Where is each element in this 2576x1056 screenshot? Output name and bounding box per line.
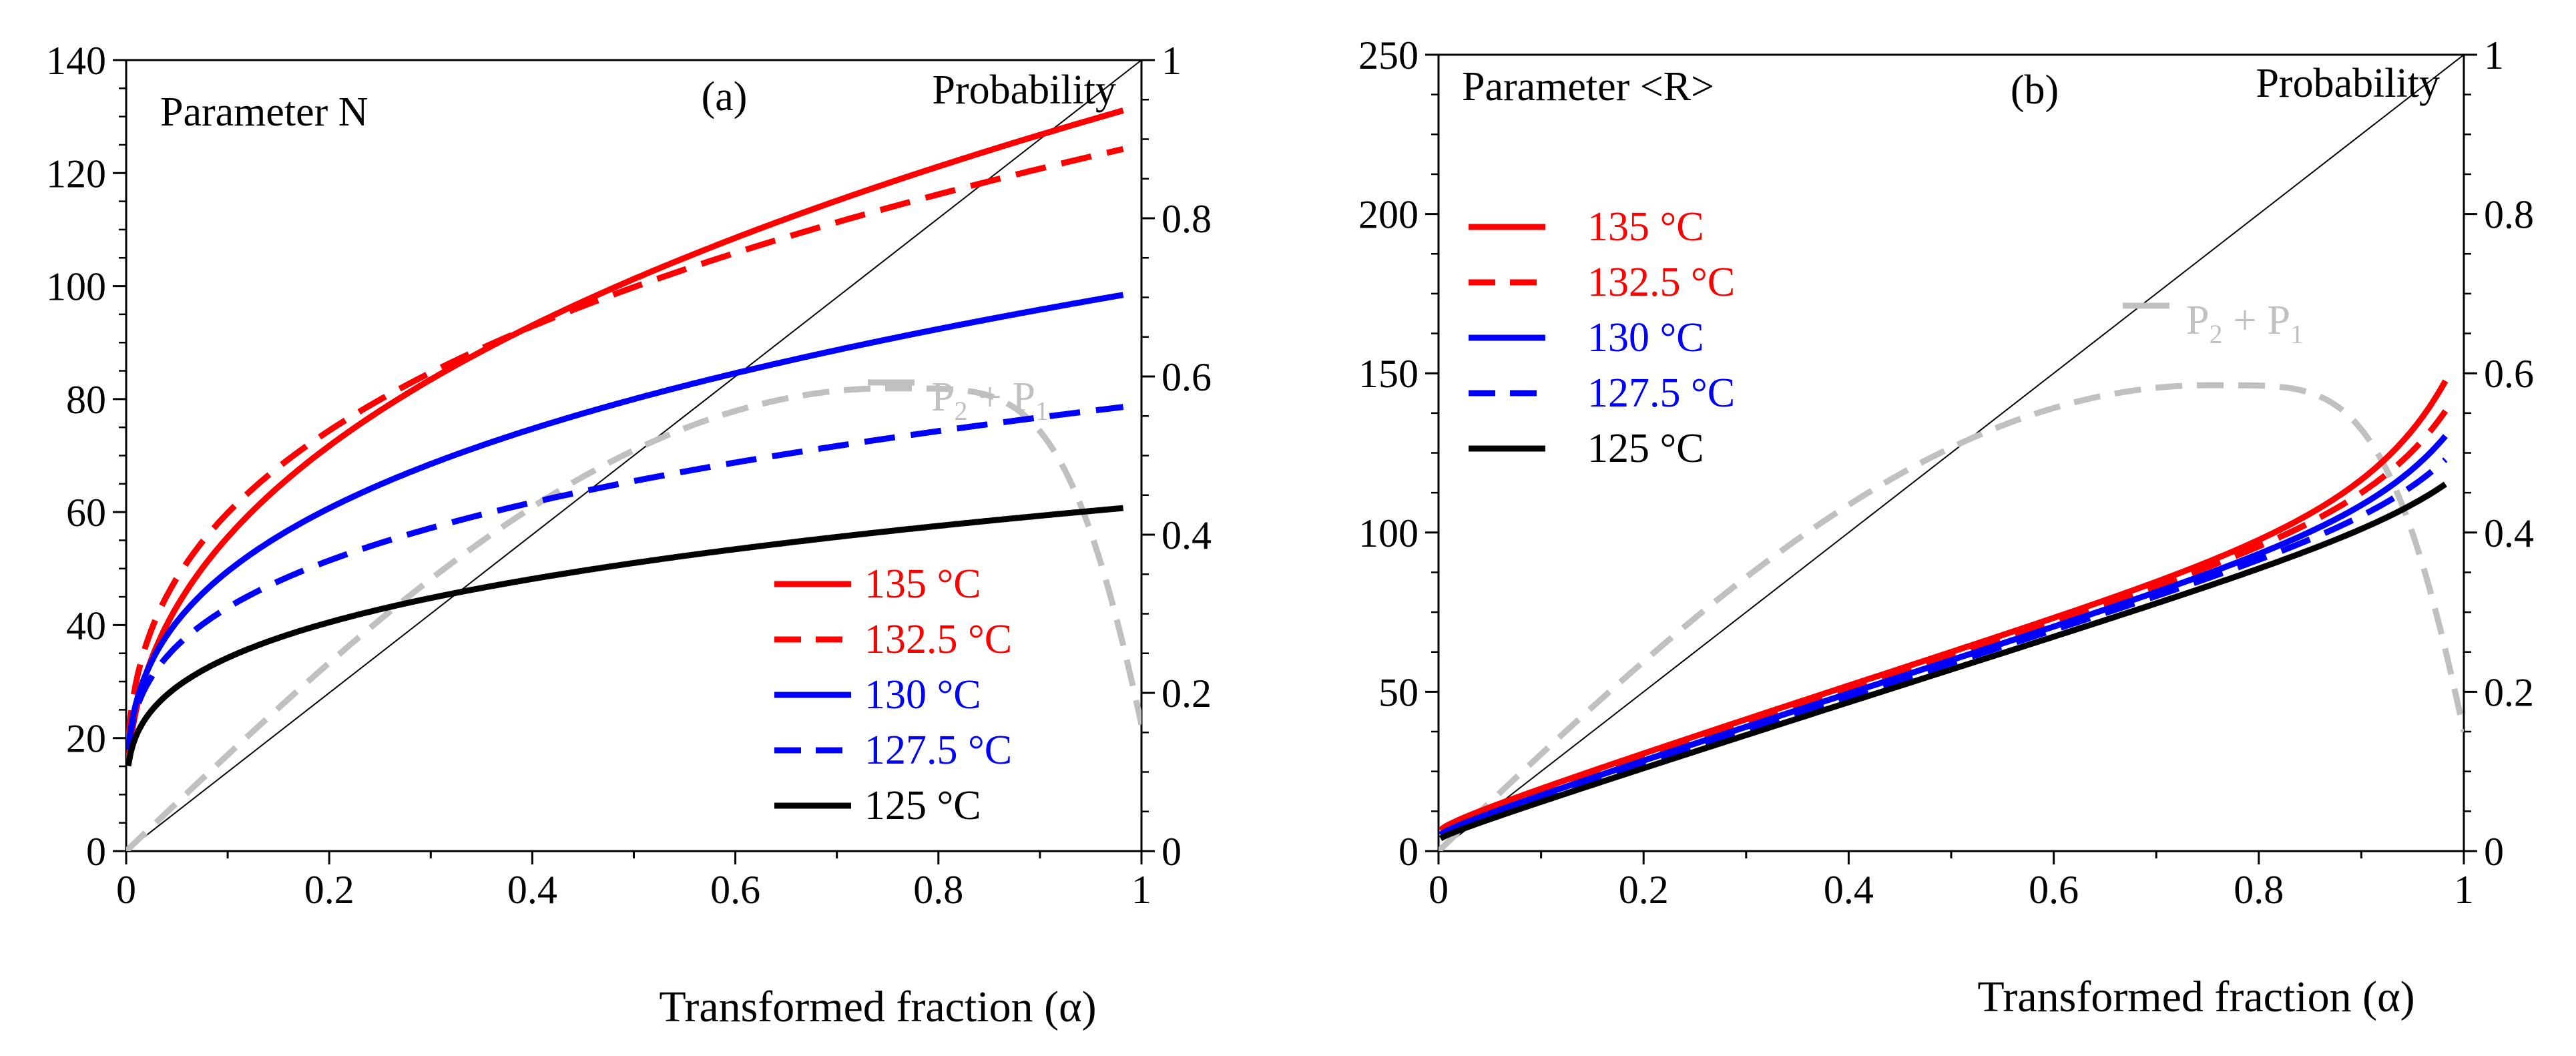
series-line-3 [1439, 457, 2448, 838]
x-tick-label: 1 [2454, 868, 2474, 912]
x-tick-label: 0.2 [304, 868, 354, 912]
prob-base-2: P [1012, 374, 1035, 420]
reference-diagonal-line [1438, 54, 2465, 852]
y-left-tick-label: 40 [66, 603, 106, 647]
x-tick-label: 0.8 [2234, 868, 2284, 912]
x-tick-label: 0 [1429, 868, 1449, 912]
x-tick-label: 0.6 [2029, 868, 2079, 912]
y-left-tick-label: 0 [1398, 830, 1419, 874]
prob-base-1: P [931, 374, 954, 420]
prob-plus: + [2233, 298, 2256, 343]
prob-sub-2: 1 [2290, 319, 2304, 349]
y-right-tick-label: 0.6 [1162, 355, 1212, 399]
legend-label-2: 130 °C [864, 672, 981, 718]
prob-base-1: P [2186, 298, 2209, 343]
y-right-tick-label: 0 [1162, 830, 1182, 874]
y-left-tick-label: 120 [46, 152, 106, 196]
x-axis-title: Transformed fraction (α) [1977, 973, 2414, 1021]
y-left-tick-label: 60 [66, 491, 106, 535]
y-right-tick-label: 0.2 [1162, 672, 1212, 716]
y-left-tick-label: 20 [66, 717, 106, 761]
x-tick-label: 0.2 [1619, 868, 1669, 912]
series-line-1 [1439, 409, 2449, 833]
y-left-tick-label: 80 [66, 378, 106, 422]
y-left-tick-label: 250 [1358, 33, 1419, 77]
y-left-tick-label: 0 [86, 830, 106, 874]
y-right-tick-label: 0.8 [2484, 193, 2534, 237]
legend-label-4: 125 °C [864, 783, 981, 828]
x-tick-label: 0.4 [1824, 868, 1874, 912]
legend-label-0: 135 °C [1587, 204, 1704, 250]
legend-label-4: 125 °C [1587, 426, 1704, 471]
probability-legend-label: P2 + P1 [2186, 298, 2304, 349]
prob-base-2: P [2267, 298, 2290, 343]
y-right-tick-label: 0.6 [2484, 352, 2534, 396]
panel-b: 0 0.2 0.4 0.6 0.8 105010015020025000.20.40.60… [1358, 33, 2534, 1021]
y-right-tick-label: 0 [2484, 830, 2504, 874]
legend-label-3: 127.5 °C [1587, 370, 1735, 416]
legend-label-1: 132.5 °C [1587, 260, 1735, 305]
right-axis-label: Probability [932, 67, 1116, 113]
y-left-tick-label: 140 [46, 39, 106, 83]
parameter-label: Parameter <R> [1462, 64, 1714, 109]
y-right-tick-label: 1 [1162, 39, 1182, 83]
series-line-1 [126, 146, 1124, 742]
y-left-tick-label: 100 [1358, 511, 1419, 555]
x-tick-label: 0 [116, 868, 136, 912]
y-left-tick-label: 100 [46, 265, 106, 309]
legend-label-0: 135 °C [864, 561, 981, 607]
probability-curve [1439, 382, 2464, 851]
series-line-2 [126, 292, 1124, 750]
x-tick-label: 0.6 [710, 868, 760, 912]
y-right-tick-label: 0.8 [1162, 197, 1212, 241]
panel-tag: (a) [702, 74, 748, 119]
legend-label-3: 127.5 °C [864, 728, 1012, 773]
legend-label-1: 132.5 °C [864, 617, 1012, 662]
panel-tag: (b) [2011, 67, 2059, 113]
prob-sub-2: 1 [1035, 396, 1049, 426]
y-right-tick-label: 0.2 [2484, 670, 2534, 714]
x-tick-label: 0.4 [507, 868, 557, 912]
x-tick-label: 0.8 [913, 868, 963, 912]
prob-plus: + [978, 374, 1001, 420]
y-left-tick-label: 50 [1378, 670, 1419, 714]
series-line-3 [126, 404, 1124, 749]
series-line-4 [1439, 481, 2447, 842]
probability-curve [126, 385, 1141, 851]
x-axis-title: Transformed fraction (α) [659, 983, 1096, 1031]
y-left-tick-label: 200 [1358, 193, 1419, 237]
legend-label-2: 130 °C [1587, 315, 1704, 360]
reference-diagonal-line [125, 59, 1142, 852]
parameter-label: Parameter N [160, 89, 368, 135]
x-tick-label: 1 [1131, 868, 1151, 912]
y-right-tick-label: 0.4 [2484, 511, 2534, 555]
probability-legend-label: P2 + P1 [931, 374, 1049, 426]
y-right-tick-label: 1 [2484, 33, 2504, 77]
right-axis-label: Probability [2256, 61, 2440, 106]
prob-sub-1: 2 [2209, 319, 2222, 349]
y-right-tick-label: 0.4 [1162, 513, 1212, 557]
prob-sub-1: 2 [954, 396, 967, 426]
y-left-tick-label: 150 [1358, 352, 1419, 396]
series-line-0 [126, 107, 1124, 764]
series-line-4 [126, 505, 1124, 767]
panel-a: 0 0.2 0.4 0.6 0.8 102040608010012014000.20.40… [46, 39, 1212, 1031]
